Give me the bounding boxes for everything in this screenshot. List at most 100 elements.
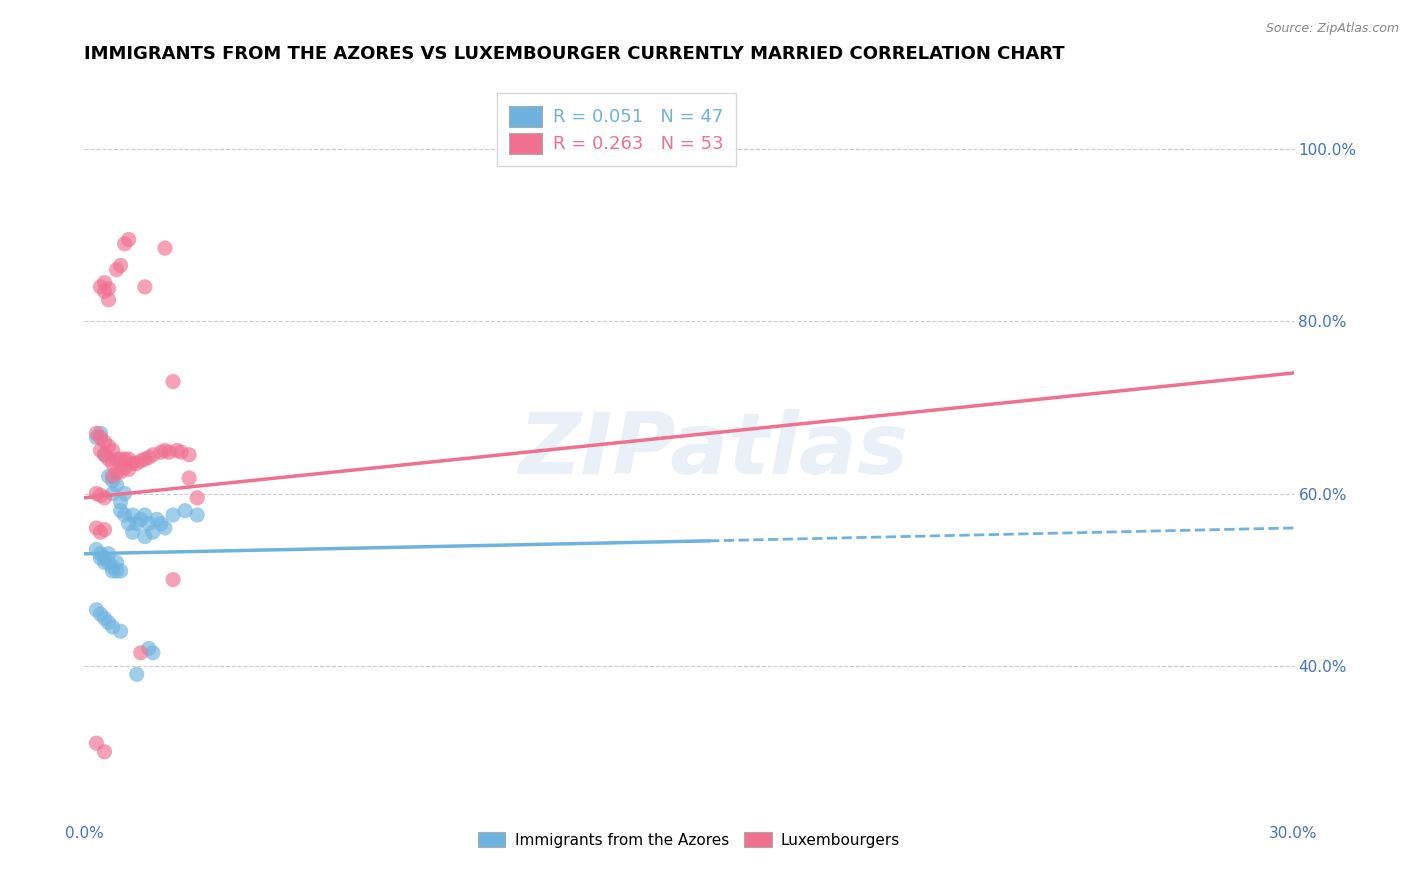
Point (89, 607, 111, 621)
Point (110, 495, 132, 509)
Point (157, 445, 180, 459)
Point (125, 667, 148, 681)
Point (89, 488, 111, 502)
Point (118, 462, 141, 476)
Point (110, 564, 132, 578)
Point (89, 547, 111, 561)
Point (114, 508, 136, 522)
Point (93, 523, 115, 537)
Point (93, 448, 115, 462)
Point (138, 641, 160, 656)
Point (86, 426, 108, 441)
Point (138, 516, 160, 531)
Point (118, 516, 141, 531)
Point (89, 426, 111, 441)
Point (101, 474, 124, 488)
Point (142, 646, 165, 660)
Point (110, 259, 132, 273)
Point (153, 241, 176, 255)
Point (129, 454, 152, 468)
Point (101, 486, 124, 500)
Point (89, 431, 111, 445)
Point (142, 525, 165, 540)
Point (118, 452, 141, 467)
Point (89, 280, 111, 294)
Point (129, 512, 152, 526)
Point (86, 521, 108, 535)
Text: ZIPatlas: ZIPatlas (517, 409, 908, 492)
Point (101, 559, 124, 574)
Point (110, 452, 132, 467)
Point (105, 452, 128, 467)
Point (110, 465, 132, 479)
Point (86, 486, 108, 500)
Point (93, 745, 115, 759)
Point (105, 262, 128, 277)
Point (101, 620, 124, 634)
Point (93, 551, 115, 566)
Point (179, 448, 201, 462)
Point (149, 516, 172, 531)
Point (93, 491, 115, 505)
Point (186, 491, 208, 505)
Point (114, 486, 136, 500)
Point (125, 456, 148, 470)
Point (118, 233, 141, 247)
Point (134, 452, 156, 467)
Point (121, 525, 143, 540)
Point (162, 573, 184, 587)
Point (86, 542, 108, 557)
Point (105, 555, 128, 569)
Point (153, 443, 176, 458)
Point (101, 443, 124, 458)
Point (121, 508, 143, 522)
Point (97, 452, 120, 467)
Point (170, 445, 193, 459)
Point (110, 504, 132, 518)
Point (146, 512, 169, 526)
Point (153, 521, 176, 535)
Point (93, 555, 115, 569)
Point (93, 611, 115, 625)
Point (89, 525, 111, 540)
Point (89, 443, 111, 458)
Point (134, 280, 156, 294)
Text: Source: ZipAtlas.com: Source: ZipAtlas.com (1265, 22, 1399, 36)
Point (86, 431, 108, 445)
Point (114, 236, 136, 251)
Point (101, 469, 124, 483)
Point (101, 456, 124, 470)
Point (97, 293, 120, 307)
Point (93, 434, 115, 449)
Point (186, 508, 208, 522)
Point (134, 530, 156, 544)
Point (138, 450, 160, 465)
Point (93, 276, 115, 290)
Point (97, 615, 120, 630)
Point (125, 516, 148, 531)
Point (105, 564, 128, 578)
Point (105, 478, 128, 492)
Point (86, 603, 108, 617)
Point (162, 508, 184, 522)
Point (114, 452, 136, 467)
Point (86, 736, 108, 750)
Point (129, 646, 152, 660)
Point (89, 551, 111, 566)
Point (97, 439, 120, 453)
Point (142, 448, 165, 462)
Point (110, 624, 132, 639)
Point (166, 443, 188, 458)
Legend: Immigrants from the Azores, Luxembourgers: Immigrants from the Azores, Luxembourger… (472, 825, 905, 854)
Point (105, 465, 128, 479)
Point (134, 508, 156, 522)
Point (97, 555, 120, 569)
Point (114, 460, 136, 475)
Text: IMMIGRANTS FROM THE AZORES VS LUXEMBOURGER CURRENTLY MARRIED CORRELATION CHART: IMMIGRANTS FROM THE AZORES VS LUXEMBOURG… (84, 45, 1064, 63)
Point (179, 471, 201, 485)
Point (93, 284, 115, 298)
Point (93, 448, 115, 462)
Point (174, 504, 197, 518)
Point (101, 564, 124, 578)
Point (97, 469, 120, 483)
